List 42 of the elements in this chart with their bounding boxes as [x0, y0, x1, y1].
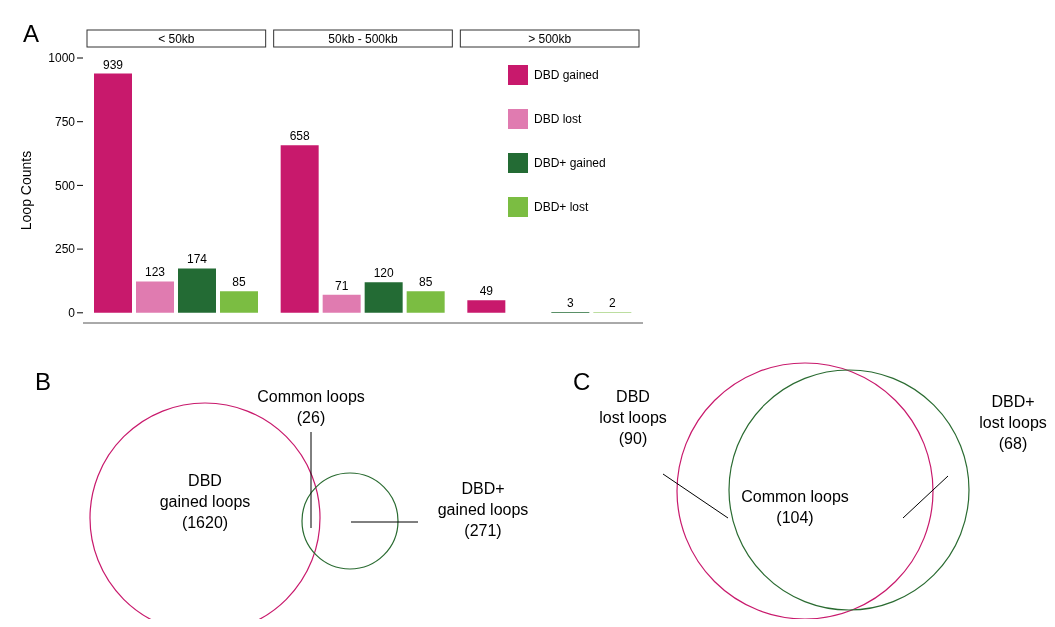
text: A: [23, 20, 40, 48]
text: DBD lost loops (90): [599, 388, 667, 447]
data-label: 3: [566, 296, 574, 311]
y-axis-title: Loop Counts: [17, 150, 34, 231]
text: DBD+ lost loops (68): [978, 392, 1048, 454]
data-label: 174: [186, 252, 208, 267]
data-label: 658: [289, 129, 310, 144]
bar: [178, 268, 216, 313]
y-tick-label: 250: [54, 242, 76, 257]
text: B: [35, 368, 52, 396]
text: DBD+ gained loops (271): [436, 479, 530, 541]
bar: [322, 294, 361, 313]
bar: [94, 73, 132, 313]
data-label: 85: [418, 275, 433, 290]
data-label: 939: [102, 57, 124, 72]
x-tick-label: > 500kb: [528, 32, 572, 46]
data-label: 120: [373, 266, 394, 281]
legend-label: DBD lost: [534, 111, 582, 126]
bar: [406, 291, 445, 313]
text: C: [573, 368, 591, 396]
x-tick-label: 50kb - 500kb: [328, 32, 399, 46]
text: Common loops (104): [740, 487, 850, 528]
bar: [220, 291, 258, 313]
x-tick-label: < 50kb: [158, 32, 195, 46]
data-label: 49: [479, 284, 494, 299]
data-label: 71: [334, 278, 349, 293]
bar: [136, 281, 174, 313]
bar: [467, 300, 506, 313]
legend-label: DBD+ lost: [534, 199, 589, 214]
y-tick-label: 0: [68, 306, 76, 321]
y-tick-label: 500: [54, 178, 76, 193]
bar: [364, 282, 403, 313]
data-label: 123: [144, 265, 166, 280]
data-label: 2: [608, 296, 616, 311]
legend-label: DBD gained: [534, 67, 599, 82]
legend-label: DBD+ gained: [534, 155, 606, 170]
y-tick-label: 750: [54, 114, 76, 129]
text: Common loops (26): [256, 387, 366, 428]
text: DBD gained loops (1620): [158, 471, 252, 533]
y-tick-label: 1000: [48, 51, 76, 66]
data-label: 85: [232, 275, 246, 290]
bar: [280, 145, 319, 313]
